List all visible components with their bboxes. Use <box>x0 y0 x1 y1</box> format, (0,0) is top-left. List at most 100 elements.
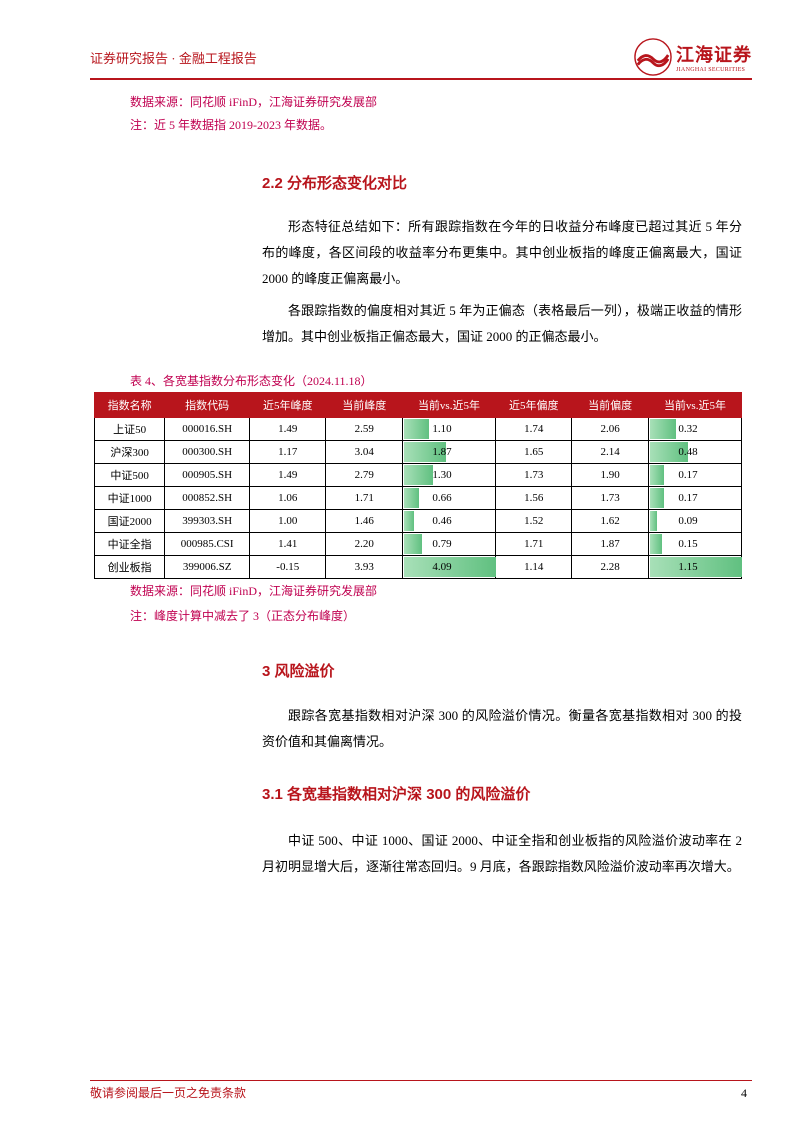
table-cell: 1.62 <box>572 510 648 533</box>
heading-2-2: 2.2 分布形态变化对比 <box>262 172 407 193</box>
data-source-1: 数据来源：同花顺 iFinD，江海证券研究发展部 <box>130 93 377 110</box>
table-row: 中证1000000852.SH1.061.710.661.561.730.17 <box>95 487 742 510</box>
table-cell: 1.71 <box>495 533 571 556</box>
cell-value: 0.15 <box>678 538 697 550</box>
table-cell: 0.48 <box>648 441 741 464</box>
cell-value: 4.09 <box>432 561 451 573</box>
header-divider <box>90 78 752 80</box>
table-header-row: 指数名称指数代码近5年峰度当前峰度当前vs.近5年近5年偏度当前偏度当前vs.近… <box>95 393 742 418</box>
table-cell: 2.14 <box>572 441 648 464</box>
table-row: 中证500000905.SH1.492.791.301.731.900.17 <box>95 464 742 487</box>
table-row: 中证全指000985.CSI1.412.20 0.79 1.711.87 0.15 <box>95 533 742 556</box>
table-row: 创业板指399006.SZ-0.153.934.091.142.281.15 <box>95 556 742 579</box>
distribution-table: 指数名称指数代码近5年峰度当前峰度当前vs.近5年近5年偏度当前偏度当前vs.近… <box>94 392 742 579</box>
table-cell: 399303.SH <box>165 510 250 533</box>
report-category: 证券研究报告 · 金融工程报告 <box>90 48 257 67</box>
table-cell: 沪深300 <box>95 441 165 464</box>
bar-fill <box>404 488 419 508</box>
table-cell: 3.93 <box>326 556 402 579</box>
table-cell: 创业板指 <box>95 556 165 579</box>
footer-divider <box>90 1080 752 1081</box>
bar-fill <box>650 534 662 554</box>
bar-fill <box>650 488 664 508</box>
logo-cn: 江海证券 <box>676 41 752 67</box>
table-cell: 2.06 <box>572 418 648 441</box>
cell-value: 1.87 <box>432 446 451 458</box>
bar-fill <box>650 511 657 531</box>
table-cell: 000300.SH <box>165 441 250 464</box>
bar-fill <box>650 419 676 439</box>
table-cell: 1.06 <box>250 487 326 510</box>
table-caption: 表 4、各宽基指数分布形态变化（2024.11.18） <box>130 372 373 389</box>
table-cell: 3.04 <box>326 441 402 464</box>
data-source-2: 数据来源：同花顺 iFinD，江海证券研究发展部 <box>130 582 377 599</box>
table-header-cell: 当前vs.近5年 <box>402 393 495 418</box>
table-header-cell: 近5年偏度 <box>495 393 571 418</box>
footer-disclaimer: 敬请参阅最后一页之免责条款 <box>90 1084 246 1101</box>
table-cell: 1.87 <box>572 533 648 556</box>
table-cell: 1.10 <box>402 418 495 441</box>
table-cell: 1.00 <box>250 510 326 533</box>
table-cell: 0.15 <box>648 533 741 556</box>
table-cell: 1.14 <box>495 556 571 579</box>
table-cell: 2.28 <box>572 556 648 579</box>
table-header-cell: 当前偏度 <box>572 393 648 418</box>
bar-fill <box>404 465 433 485</box>
table-cell: 1.71 <box>326 487 402 510</box>
table-cell: 1.90 <box>572 464 648 487</box>
table-cell: 0.09 <box>648 510 741 533</box>
table-cell: 000852.SH <box>165 487 250 510</box>
table-cell: 1.87 <box>402 441 495 464</box>
table-cell: 1.74 <box>495 418 571 441</box>
cell-value: 0.09 <box>678 515 697 527</box>
table-cell: 0.79 <box>402 533 495 556</box>
cell-value: 0.17 <box>678 492 697 504</box>
table-cell: 2.20 <box>326 533 402 556</box>
bar-fill <box>404 534 422 554</box>
table-cell: 中证全指 <box>95 533 165 556</box>
table-cell: 1.65 <box>495 441 571 464</box>
table-cell: 1.73 <box>572 487 648 510</box>
table-header-cell: 当前峰度 <box>326 393 402 418</box>
table-row: 国证2000399303.SH1.001.46 0.46 1.521.62 0.09 <box>95 510 742 533</box>
wave-icon <box>634 38 672 76</box>
table-cell: 1.73 <box>495 464 571 487</box>
logo-en: JIANGHAI SECURITIES <box>676 67 745 73</box>
data-note-1: 注：近 5 年数据指 2019-2023 年数据。 <box>130 116 332 133</box>
table-cell: 000016.SH <box>165 418 250 441</box>
table-cell: 上证50 <box>95 418 165 441</box>
table-cell: 1.46 <box>326 510 402 533</box>
table-cell: 000985.CSI <box>165 533 250 556</box>
table-cell: 0.17 <box>648 487 741 510</box>
heading-3: 3 风险溢价 <box>262 660 335 681</box>
cell-value: 1.30 <box>432 469 451 481</box>
table-cell: -0.15 <box>250 556 326 579</box>
table-cell: 国证2000 <box>95 510 165 533</box>
table-header-cell: 近5年峰度 <box>250 393 326 418</box>
table-cell: 2.79 <box>326 464 402 487</box>
table-cell: 1.49 <box>250 418 326 441</box>
paragraph-4: 中证 500、中证 1000、国证 2000、中证全指和创业板指的风险溢价波动率… <box>262 828 742 880</box>
table-cell: 0.66 <box>402 487 495 510</box>
cell-value: 0.46 <box>432 515 451 527</box>
page-number: 4 <box>741 1086 747 1101</box>
table-cell: 1.30 <box>402 464 495 487</box>
table-cell: 1.52 <box>495 510 571 533</box>
table-cell: 399006.SZ <box>165 556 250 579</box>
company-logo: 江海证券 JIANGHAI SECURITIES <box>634 38 752 76</box>
table-cell: 1.17 <box>250 441 326 464</box>
table-cell: 1.41 <box>250 533 326 556</box>
table-header-cell: 指数名称 <box>95 393 165 418</box>
cell-value: 0.32 <box>678 423 697 435</box>
cell-value: 0.17 <box>678 469 697 481</box>
paragraph-1: 形态特征总结如下：所有跟踪指数在今年的日收益分布峰度已超过其近 5 年分布的峰度… <box>262 214 742 292</box>
table-cell: 中证1000 <box>95 487 165 510</box>
table-cell: 中证500 <box>95 464 165 487</box>
paragraph-3: 跟踪各宽基指数相对沪深 300 的风险溢价情况。衡量各宽基指数相对 300 的投… <box>262 703 742 755</box>
cell-value: 0.79 <box>432 538 451 550</box>
table-header-cell: 当前vs.近5年 <box>648 393 741 418</box>
table-cell: 4.09 <box>402 556 495 579</box>
table-cell: 0.46 <box>402 510 495 533</box>
logo-text-block: 江海证券 JIANGHAI SECURITIES <box>676 41 752 73</box>
table-cell: 000905.SH <box>165 464 250 487</box>
